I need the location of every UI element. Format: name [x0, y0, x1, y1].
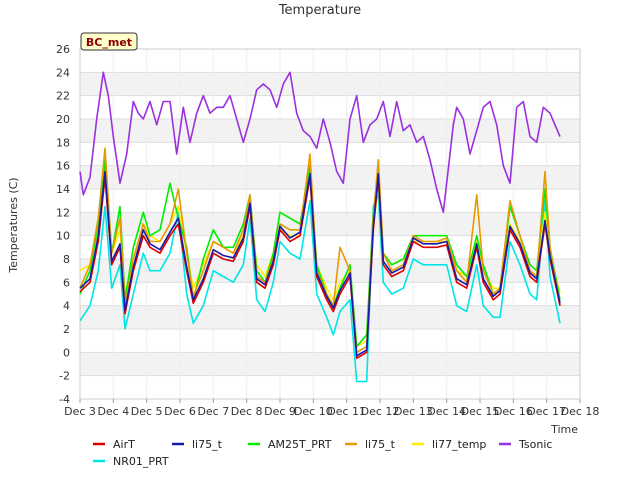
y-tick-label: 22	[56, 90, 70, 103]
y-tick-label: 12	[56, 206, 70, 219]
legend-label: Tsonic	[518, 438, 552, 451]
y-tick-label: 6	[63, 276, 70, 289]
y-tick-label: 18	[56, 136, 70, 149]
legend-label: li75_t	[192, 438, 223, 451]
y-tick-label: 4	[63, 300, 70, 313]
x-tick-label: Dec 16	[494, 405, 533, 418]
legend-label: AirT	[113, 438, 135, 451]
x-tick-label: Dec 11	[327, 405, 366, 418]
legend-label: li75_t	[365, 438, 396, 451]
x-axis-label: Time	[550, 423, 578, 436]
x-tick-label: Dec 9	[264, 405, 296, 418]
series-line-nr01-prt	[79, 194, 561, 383]
grid-band	[80, 212, 580, 236]
y-tick-label: 14	[56, 183, 70, 196]
series-line-li75-t	[79, 170, 561, 357]
grid-band	[80, 72, 580, 96]
x-tick-label: Dec 15	[461, 405, 500, 418]
legend-label: li77_temp	[432, 438, 486, 451]
legend-label: AM25T_PRT	[268, 438, 332, 451]
grid-band	[80, 165, 580, 189]
grid-band	[80, 305, 580, 329]
x-tick-label: Dec 3	[64, 405, 96, 418]
y-tick-label: 20	[56, 113, 70, 126]
x-tick-label: Dec 7	[197, 405, 229, 418]
legend-label: NR01_PRT	[113, 455, 169, 468]
y-tick-label: -4	[59, 393, 70, 406]
x-tick-label: Dec 6	[164, 405, 196, 418]
x-tick-label: Dec 14	[427, 405, 466, 418]
x-tick-label: Dec 12	[361, 405, 400, 418]
x-tick-label: Dec 4	[97, 405, 129, 418]
plot-frame	[79, 48, 581, 400]
chart-title: Temperature	[278, 3, 361, 18]
x-tick-label: Dec 17	[527, 405, 566, 418]
grid-band	[80, 352, 580, 376]
station-badge-label: BC_met	[86, 36, 132, 49]
x-tick-label: Dec 8	[231, 405, 263, 418]
x-tick-label: Dec 13	[394, 405, 433, 418]
y-tick-label: 8	[63, 253, 70, 266]
y-tick-label: 26	[56, 43, 70, 56]
series-lines	[79, 71, 561, 383]
y-tick-label: -2	[59, 370, 70, 383]
station-badge: BC_met	[80, 32, 138, 51]
x-tick-label: Dec 5	[131, 405, 163, 418]
x-tick-label: Dec 10	[294, 405, 333, 418]
x-tick-label: Dec 18	[561, 405, 600, 418]
y-tick-label: 16	[56, 160, 70, 173]
series-line-tsonic	[79, 71, 561, 214]
y-tick-label: 10	[56, 230, 70, 243]
legend: AirT li75_t AM25T_PRT li75_t li77_temp Tsonic…	[93, 438, 552, 468]
y-axis-label: Temperatures (C)	[7, 177, 20, 273]
y-tick-label: 24	[56, 66, 70, 79]
y-tick-label: 2	[63, 323, 70, 336]
y-tick-label: 0	[63, 346, 70, 359]
grid-band	[80, 119, 580, 143]
